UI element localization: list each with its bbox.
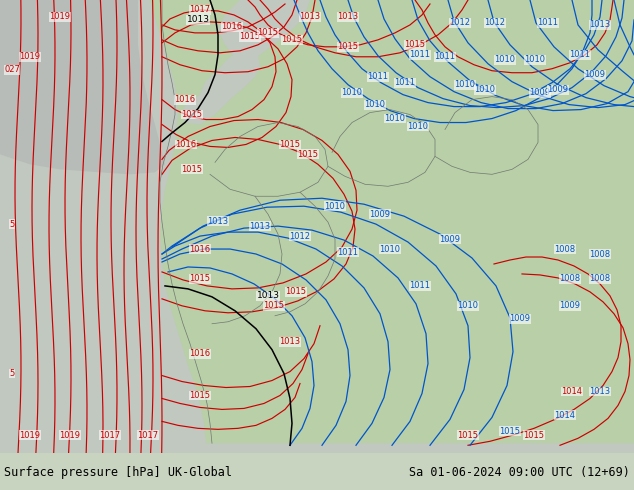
Text: 1009: 1009 — [585, 70, 605, 79]
Polygon shape — [150, 0, 634, 443]
Text: 1015: 1015 — [264, 301, 285, 310]
Text: 1015: 1015 — [240, 32, 261, 41]
Text: 1010: 1010 — [474, 85, 496, 94]
Text: 1017: 1017 — [138, 431, 158, 440]
Text: 1013: 1013 — [249, 221, 271, 231]
Text: 5: 5 — [10, 220, 15, 229]
Text: 1015: 1015 — [285, 287, 306, 296]
Text: 1015: 1015 — [280, 140, 301, 149]
Text: 1008: 1008 — [590, 249, 611, 259]
Text: 1011: 1011 — [569, 50, 590, 59]
Text: 1015: 1015 — [281, 35, 302, 45]
Text: 1016: 1016 — [190, 245, 210, 253]
Text: 1010: 1010 — [455, 80, 476, 89]
Text: 1010: 1010 — [325, 202, 346, 211]
Text: 1010: 1010 — [524, 55, 545, 64]
Text: 1015: 1015 — [190, 274, 210, 283]
Text: 1017: 1017 — [100, 431, 120, 440]
Text: 1013: 1013 — [207, 217, 229, 226]
Text: 5: 5 — [10, 369, 15, 378]
Text: 1013: 1013 — [590, 21, 611, 29]
Text: 1011: 1011 — [337, 247, 358, 257]
Text: 1015: 1015 — [181, 110, 202, 119]
Text: Sa 01-06-2024 09:00 UTC (12+69): Sa 01-06-2024 09:00 UTC (12+69) — [409, 466, 630, 479]
Text: 1016: 1016 — [190, 349, 210, 358]
Polygon shape — [218, 0, 310, 65]
Text: 1011: 1011 — [538, 19, 559, 27]
Text: 1009: 1009 — [439, 235, 460, 244]
Polygon shape — [176, 65, 205, 99]
Text: 1012: 1012 — [450, 19, 470, 27]
Text: 1011: 1011 — [410, 50, 430, 59]
Polygon shape — [182, 47, 260, 124]
Text: 1013: 1013 — [257, 292, 280, 300]
Text: 1011: 1011 — [410, 281, 430, 291]
Text: 1009: 1009 — [529, 88, 550, 97]
Text: 1011: 1011 — [394, 78, 415, 87]
Text: 1009: 1009 — [548, 85, 569, 94]
Text: 1010: 1010 — [408, 122, 429, 131]
Text: 1010: 1010 — [365, 100, 385, 109]
Text: 1010: 1010 — [458, 301, 479, 310]
Text: 1015: 1015 — [404, 40, 425, 49]
Text: 1013: 1013 — [186, 15, 209, 24]
Text: 1014: 1014 — [562, 387, 583, 396]
Text: 1015: 1015 — [337, 42, 358, 51]
Text: 1015: 1015 — [500, 427, 521, 436]
Text: 1015: 1015 — [297, 150, 318, 159]
Text: 1008: 1008 — [555, 245, 576, 253]
Text: 1019: 1019 — [60, 431, 81, 440]
Text: 1009: 1009 — [370, 210, 391, 219]
Text: 1013: 1013 — [337, 12, 359, 22]
Text: 1009: 1009 — [559, 301, 581, 310]
Polygon shape — [0, 0, 165, 174]
Text: 1012: 1012 — [290, 232, 311, 241]
Text: 1011: 1011 — [368, 72, 389, 81]
Text: 1019: 1019 — [20, 52, 41, 61]
Text: 1016: 1016 — [221, 23, 243, 31]
Text: 1019: 1019 — [49, 12, 70, 22]
Text: 1012: 1012 — [484, 19, 505, 27]
Text: 1010: 1010 — [380, 245, 401, 253]
Text: 1019: 1019 — [20, 431, 41, 440]
Text: Surface pressure [hPa] UK-Global: Surface pressure [hPa] UK-Global — [4, 466, 232, 479]
Text: 1013: 1013 — [280, 337, 301, 346]
Text: 1013: 1013 — [299, 12, 321, 22]
Text: 1015: 1015 — [181, 165, 202, 174]
Text: 1015: 1015 — [257, 28, 278, 37]
Text: 1009: 1009 — [510, 314, 531, 323]
Text: 1008: 1008 — [559, 274, 581, 283]
Text: 1014: 1014 — [555, 411, 576, 420]
Text: 1016: 1016 — [174, 95, 195, 104]
Text: 1008: 1008 — [590, 274, 611, 283]
Text: 1010: 1010 — [495, 55, 515, 64]
Text: 1010: 1010 — [384, 114, 406, 123]
Text: 1015: 1015 — [190, 391, 210, 400]
Text: 1010: 1010 — [342, 88, 363, 97]
Text: 1016: 1016 — [176, 140, 197, 149]
Text: 1015: 1015 — [458, 431, 479, 440]
Text: 1015: 1015 — [524, 431, 545, 440]
Text: 1013: 1013 — [590, 387, 611, 396]
Text: 027: 027 — [4, 65, 20, 74]
Text: 1011: 1011 — [434, 52, 455, 61]
Text: 1017: 1017 — [190, 5, 210, 15]
